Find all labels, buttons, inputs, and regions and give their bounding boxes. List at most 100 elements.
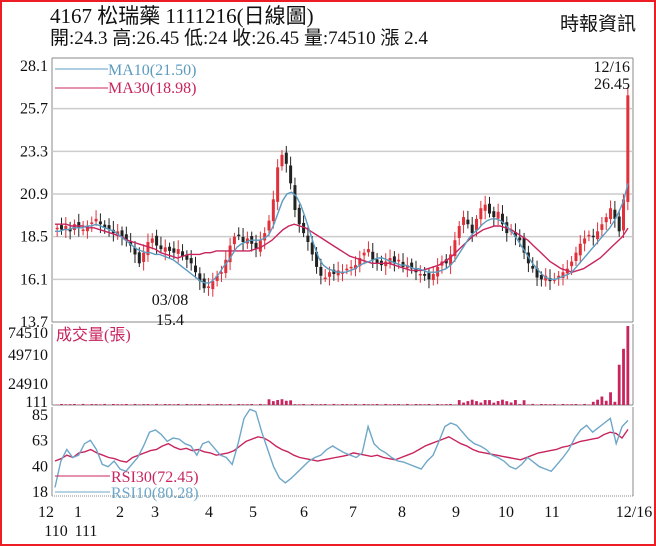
price-tick-label: 25.7: [20, 101, 48, 118]
x-tick-label: 4: [205, 504, 213, 521]
volume-bar: [258, 403, 262, 405]
volume-bar: [267, 399, 271, 405]
volume-bar: [293, 404, 297, 405]
x-tick-label: 8: [398, 504, 406, 521]
candle-body: [423, 274, 427, 276]
candle-body: [513, 231, 517, 237]
candle-body: [487, 203, 491, 214]
volume-bar: [509, 402, 513, 405]
candle-body: [241, 236, 245, 242]
volume-tick-label: 49710: [8, 347, 48, 364]
volume-bar: [310, 403, 314, 405]
candle-body: [64, 226, 68, 231]
volume-bar: [466, 401, 470, 405]
candle-body: [539, 275, 543, 280]
volume-bar: [527, 404, 530, 405]
candle-body: [163, 247, 167, 252]
volume-bar: [514, 400, 517, 405]
volume-bar: [488, 400, 491, 405]
candle-body: [410, 262, 414, 269]
volume-bar: [336, 404, 340, 405]
volume-bar: [449, 404, 452, 405]
volume-bar: [548, 404, 552, 405]
volume-bar: [241, 404, 245, 405]
candle-body: [591, 235, 595, 238]
candle-body: [224, 259, 228, 274]
rsi-tick-label: 85: [32, 407, 48, 424]
candle-body: [470, 224, 474, 234]
volume-bar: [401, 404, 405, 405]
volume-bar: [276, 400, 280, 405]
volume-bar: [150, 404, 154, 405]
volume-bar: [609, 392, 612, 405]
candle-body: [310, 242, 314, 255]
volume-bar: [194, 404, 197, 405]
volume-bar: [462, 402, 465, 405]
candle-body: [483, 204, 487, 211]
candle-body: [107, 225, 111, 230]
ma30-line: [55, 223, 629, 273]
candle-body: [85, 226, 89, 232]
candle-body: [578, 243, 582, 256]
volume-bar: [505, 401, 509, 405]
volume-bar: [189, 404, 193, 405]
volume-bar: [388, 404, 392, 405]
rsi-tick-label: 40: [32, 459, 48, 476]
candle-body: [328, 272, 332, 277]
candle-body: [622, 199, 626, 231]
candle-body: [302, 222, 306, 234]
x-tick-label: 10: [498, 504, 514, 521]
candle-body: [198, 273, 202, 282]
volume-bar: [120, 404, 124, 405]
volume-bar: [405, 403, 409, 405]
candle-body: [103, 224, 107, 228]
volume-bar: [367, 404, 370, 405]
candle-body: [297, 207, 301, 225]
candle-body: [552, 279, 556, 281]
volume-bar: [163, 404, 167, 405]
candle-body: [137, 252, 141, 264]
candle-body: [349, 266, 353, 269]
candle-body: [574, 252, 578, 262]
volume-bar: [496, 401, 500, 405]
volume-bar: [124, 403, 128, 405]
volume-bar: [397, 404, 401, 405]
volume-bar: [94, 404, 98, 405]
volume-bar: [444, 404, 448, 405]
candle-body: [353, 265, 357, 270]
volume-title: 成交量(張): [56, 326, 131, 344]
volume-bar: [475, 401, 478, 405]
volume-bar: [341, 404, 344, 405]
candle-body: [98, 221, 102, 225]
candle-body: [185, 254, 189, 260]
candle-body: [133, 247, 137, 255]
candle-body: [228, 245, 232, 263]
rsi30-legend-label: RSI30(72.45): [111, 469, 199, 486]
candle-body: [293, 185, 297, 210]
price-tick-label: 16.1: [20, 271, 48, 288]
candle-body: [462, 217, 466, 225]
volume-tick-label: 111: [25, 394, 48, 411]
candle-body: [500, 213, 504, 225]
candle-body: [332, 269, 336, 274]
volume-bar: [596, 399, 599, 405]
ma10-line: [55, 183, 629, 284]
candle-body: [155, 235, 159, 246]
candle-body: [202, 278, 206, 289]
candle-body: [557, 275, 561, 278]
x-tick-label: 2: [116, 504, 124, 521]
candle-body: [492, 211, 496, 218]
volume-bar: [142, 404, 146, 405]
volume-bar: [371, 404, 375, 405]
volume-bar: [552, 403, 556, 405]
candle-body: [323, 277, 327, 280]
volume-bar: [600, 396, 604, 405]
volume-bar: [297, 404, 301, 405]
candle-body: [596, 231, 600, 240]
x-tick-year-label: 110: [44, 523, 67, 540]
candle-body: [466, 219, 470, 225]
volume-bar: [98, 404, 102, 405]
volume-bar: [211, 404, 215, 405]
candle-body: [358, 258, 362, 267]
volume-bar: [561, 403, 565, 405]
